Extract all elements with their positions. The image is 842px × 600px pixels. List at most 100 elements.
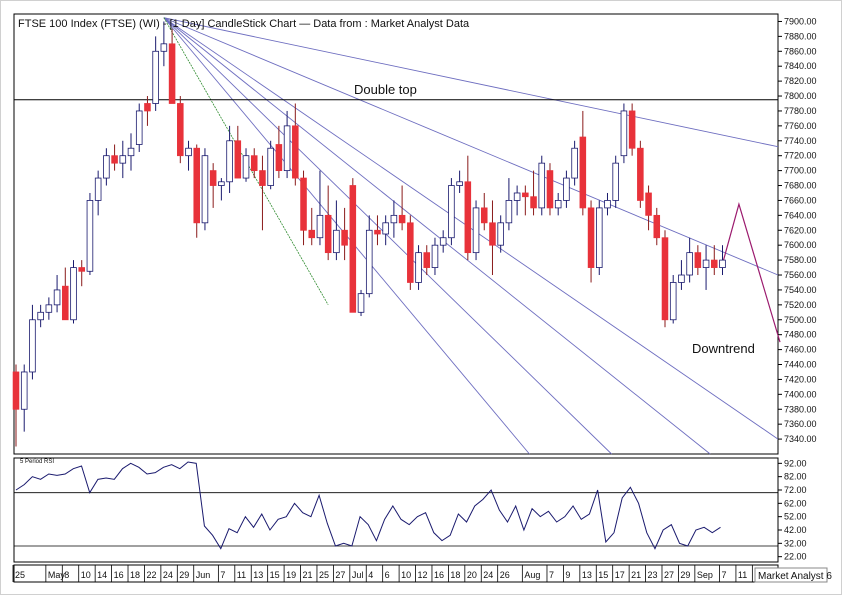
candle-body [209, 170, 217, 186]
date-tick-label: 11 [237, 570, 246, 580]
date-tick-label: 18 [450, 570, 460, 580]
candle-body [620, 110, 628, 157]
candle-body [398, 214, 406, 224]
price-tick-label: 7420.00 [784, 374, 817, 384]
date-tick-label: 11 [738, 570, 747, 580]
candle-body [480, 207, 488, 224]
candle-body [719, 259, 726, 268]
date-tick-label: 27 [664, 570, 674, 580]
candle-body [653, 214, 661, 239]
price-tick-label: 7760.00 [784, 121, 817, 131]
date-tick-label: 17 [615, 570, 625, 580]
candle-body [300, 177, 307, 231]
date-tick-label: 6 [385, 570, 390, 580]
date-tick-label: 18 [130, 570, 140, 580]
price-tick-label: 7440.00 [784, 360, 817, 370]
candle-body [415, 252, 422, 283]
candle-body [374, 229, 381, 235]
date-tick-label: 7 [721, 570, 726, 580]
candle-body [349, 185, 357, 313]
candle-body [333, 229, 340, 254]
price-tick-label: 7500.00 [784, 315, 817, 325]
candle-body [669, 282, 677, 321]
candle-body [94, 177, 102, 201]
candle-body [37, 311, 44, 321]
date-tick-label: 8 [64, 570, 69, 580]
date-tick-label: 12 [418, 570, 428, 580]
price-tick-label: 7580.00 [784, 255, 817, 265]
date-tick-label: 19 [286, 570, 296, 580]
rsi-title: 5 Period RSI [20, 459, 54, 465]
price-tick-label: 7360.00 [784, 419, 817, 429]
date-tick-label: 21 [303, 570, 313, 580]
price-tick-label: 7460.00 [784, 345, 817, 355]
price-tick-label: 7700.00 [784, 166, 817, 176]
candle-body [168, 43, 176, 104]
date-tick-label: Jun [196, 570, 211, 580]
candle-body [308, 229, 316, 239]
candle-body [513, 192, 521, 201]
price-tick-label: 7540.00 [784, 285, 817, 295]
rsi-tick-label: 92.00 [784, 458, 807, 468]
rsi-tick-label: 42.00 [784, 525, 807, 535]
price-tick-label: 7660.00 [784, 195, 817, 205]
date-tick-label: 21 [631, 570, 641, 580]
candle-body [530, 196, 537, 209]
date-tick-label: Sep [697, 570, 713, 580]
date-tick-label: 23 [648, 570, 658, 580]
candle-body [505, 200, 513, 224]
candle-body [193, 147, 201, 224]
fan-lines [14, 17, 781, 455]
date-tick-label: 26 [500, 570, 510, 580]
candle-body [472, 207, 480, 254]
price-tick-label: 7820.00 [784, 76, 817, 86]
rsi-tick-label: 32.00 [784, 538, 807, 548]
candle-body [538, 162, 546, 209]
candle-body [135, 110, 143, 145]
candle-body [464, 181, 472, 254]
candle-body [12, 371, 20, 410]
price-tick-label: 7880.00 [784, 31, 817, 41]
candle-body [645, 192, 652, 216]
candle-body [86, 200, 94, 272]
date-tick-label: 29 [680, 570, 690, 580]
candle-body [292, 125, 299, 179]
candle-body [62, 285, 69, 321]
candle-body [250, 155, 258, 172]
candle-body [448, 185, 455, 239]
rsi-tick-label: 22.00 [784, 552, 807, 562]
candle-body [628, 110, 636, 149]
date-tick-label: Aug [524, 570, 540, 580]
candles [12, 21, 726, 447]
candle-body [20, 371, 28, 410]
downtrend-label: Downtrend [692, 341, 755, 356]
candle-body [316, 214, 324, 239]
candle-body [595, 207, 603, 268]
projection-path [721, 201, 781, 343]
candle-body [365, 229, 373, 295]
date-tick-label: 24 [483, 570, 493, 580]
date-tick-label: 16 [434, 570, 444, 580]
candle-body [678, 274, 685, 283]
candle-body [119, 155, 127, 164]
candle-body [144, 103, 151, 112]
candle-body [382, 222, 389, 235]
candle-body [259, 170, 266, 186]
candle-body [201, 155, 209, 224]
fan-line [163, 17, 711, 455]
price-tick-label: 7380.00 [784, 404, 817, 414]
candle-body [439, 237, 447, 246]
date-tick-label: 15 [598, 570, 608, 580]
price-tick-label: 7480.00 [784, 330, 817, 340]
date-tick-label: 14 [97, 570, 107, 580]
rsi-tick-label: 62.00 [784, 498, 807, 508]
candle-body [341, 229, 348, 246]
candle-body [587, 207, 595, 268]
price-axis: 7340.00 7360.00 7380.00 7400.00 7420.00 7440.… [778, 16, 817, 444]
candle-body [489, 222, 496, 246]
candle-body [497, 222, 504, 246]
candle-body [177, 103, 184, 157]
candle-body [604, 200, 611, 209]
candle-body [152, 50, 159, 104]
